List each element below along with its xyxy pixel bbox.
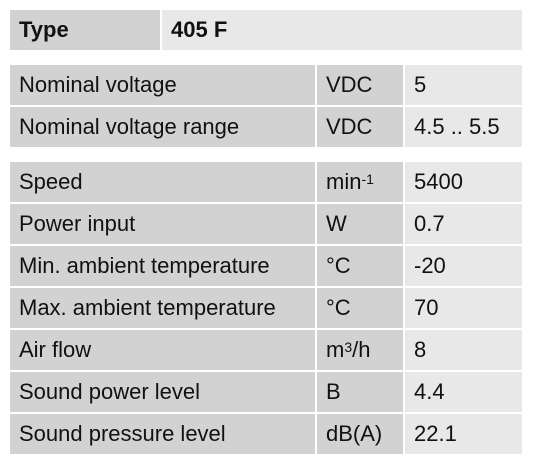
superscript: -1 (361, 171, 374, 187)
param-label: Min. ambient temperature (10, 246, 315, 286)
text: 5400 (414, 169, 463, 194)
text: W (326, 211, 347, 236)
param-label: Nominal voltage range (10, 107, 315, 147)
text: Air flow (19, 337, 92, 362)
text: Nominal voltage range (19, 114, 240, 139)
param-value: -20 (405, 246, 522, 286)
text: 0.7 (414, 211, 445, 236)
type-value: 405 F (162, 10, 522, 50)
text: min (326, 169, 362, 194)
param-value: 4.5 .. 5.5 (405, 107, 522, 147)
param-label: Sound pressure level (10, 414, 315, 454)
text: Speed (19, 169, 83, 194)
text: Power input (19, 211, 136, 236)
param-value: 5400 (405, 162, 522, 202)
param-unit: °C (317, 246, 403, 286)
type-label: Type (10, 10, 160, 50)
param-label: Max. ambient temperature (10, 288, 315, 328)
param-unit: VDC (317, 107, 403, 147)
text: 4.5 .. 5.5 (414, 114, 500, 139)
text: /h (352, 337, 371, 362)
text: dB(A) (326, 421, 383, 446)
text: Sound power level (19, 379, 201, 404)
text: Type (19, 17, 69, 42)
param-unit: m 3/h (317, 330, 403, 370)
param-unit: dB(A) (317, 414, 403, 454)
text: 70 (414, 295, 439, 320)
param-label: Air flow (10, 330, 315, 370)
param-value: 5 (405, 65, 522, 105)
text: VDC (326, 72, 373, 97)
text: °C (326, 295, 351, 320)
text: 22.1 (414, 421, 457, 446)
text: -20 (414, 253, 446, 278)
param-unit: min -1 (317, 162, 403, 202)
param-label: Sound power level (10, 372, 315, 412)
text: Min. ambient temperature (19, 253, 270, 278)
text: VDC (326, 114, 373, 139)
param-label: Nominal voltage (10, 65, 315, 105)
text: B (326, 379, 341, 404)
text: Sound pressure level (19, 421, 226, 446)
text: Nominal voltage (19, 72, 177, 97)
param-unit: B (317, 372, 403, 412)
param-unit: W (317, 204, 403, 244)
text: m (326, 337, 345, 362)
param-value: 22.1 (405, 414, 522, 454)
param-label: Speed (10, 162, 315, 202)
text: 4.4 (414, 379, 445, 404)
param-value: 70 (405, 288, 522, 328)
param-unit: VDC (317, 65, 403, 105)
superscript: 3 (344, 339, 353, 355)
param-value: 0.7 (405, 204, 522, 244)
text: 405 F (171, 17, 228, 42)
text: °C (326, 253, 351, 278)
param-label: Power input (10, 204, 315, 244)
param-value: 4.4 (405, 372, 522, 412)
param-value: 8 (405, 330, 522, 370)
text: 8 (414, 337, 427, 362)
param-unit: °C (317, 288, 403, 328)
text: 5 (414, 72, 427, 97)
text: Max. ambient temperature (19, 295, 276, 320)
